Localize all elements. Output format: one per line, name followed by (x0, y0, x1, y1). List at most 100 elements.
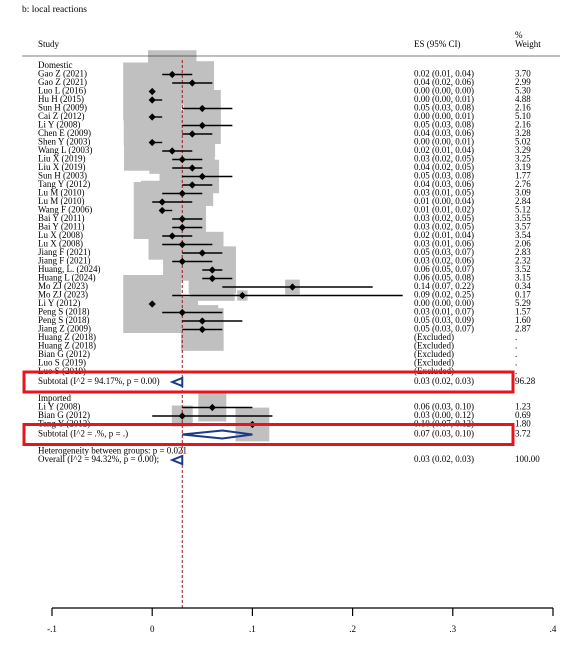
study-weight-text: 5.29 (515, 298, 531, 308)
study-weight-text: 2.99 (515, 77, 531, 87)
group-heading: Domestic (38, 60, 73, 70)
study-weight-text: 3.70 (515, 69, 531, 79)
study-weight-text: 3.52 (515, 264, 531, 274)
study-label: Cai Z (2012) (38, 111, 85, 121)
study-es-text: 0.04 (0.03, 0.06) (414, 128, 474, 138)
study-weight-text: 0.17 (515, 290, 531, 300)
point-estimate (208, 274, 216, 283)
study-es-text: 0.03 (0.02, 0.06) (414, 256, 474, 266)
study-weight-text: 5.02 (515, 137, 531, 147)
study-label: Lu M (2010) (38, 196, 85, 206)
point-estimate (158, 206, 166, 215)
study-weight-text: 3.57 (515, 222, 531, 232)
point-estimate (178, 155, 186, 164)
study-weight-text: 3.19 (515, 162, 531, 172)
overall-es-text: 0.03 (0.02, 0.03) (414, 454, 474, 464)
study-es-text: 0.06 (0.05, 0.07) (414, 264, 474, 274)
point-estimate (288, 283, 297, 291)
point-estimate (188, 164, 196, 172)
study-es-text: 0.05 (0.03, 0.08) (414, 171, 474, 181)
point-estimate (168, 147, 176, 155)
study-es-text: (Excluded) (414, 349, 454, 359)
study-label: Mo ZJ (2023) (38, 290, 88, 300)
overall-weight-text: 100.00 (515, 454, 540, 464)
study-weight-text: 0.69 (515, 410, 531, 420)
point-estimate (198, 317, 206, 325)
point-estimate (198, 325, 206, 334)
study-weight-text: 5.10 (515, 111, 531, 121)
subtotal-weight-text: 3.72 (515, 429, 531, 439)
study-label: Sun H (2003) (38, 171, 87, 181)
study-weight-text: 3.09 (515, 188, 531, 198)
study-es-text: 0.04 (0.02, 0.06) (414, 77, 474, 87)
study-weight-text: 2.32 (515, 256, 531, 266)
study-es-text: 0.06 (0.03, 0.10) (414, 402, 474, 412)
study-weight-text: . (515, 349, 517, 359)
study-es-text: 0.05 (0.03, 0.09) (414, 315, 474, 325)
study-es-text: 0.06 (0.05, 0.08) (414, 273, 474, 283)
study-weight-text: 2.84 (515, 196, 531, 206)
study-weight-text: 3.15 (515, 273, 531, 283)
point-estimate (148, 96, 156, 104)
study-label: Bian G (2012) (38, 349, 90, 359)
study-es-text: 0.00 (0.00, 0.01) (414, 94, 474, 104)
column-header-es: ES (95% CI) (414, 39, 461, 49)
study-label: Lu X (2008) (38, 239, 83, 249)
study-label: Chen E (2009) (38, 128, 91, 138)
study-es-text: 0.03 (0.02, 0.05) (414, 222, 474, 232)
subtotal-diamond (169, 376, 184, 388)
study-es-text: (Excluded) (414, 332, 454, 342)
study-weight-text: 2.83 (515, 247, 531, 257)
study-label: Huang, L. (2024) (38, 264, 101, 274)
study-label: Gao Z (2021) (38, 77, 87, 87)
point-estimate (178, 412, 186, 420)
point-estimate (148, 300, 156, 308)
study-es-text: 0.03 (0.02, 0.05) (414, 154, 474, 164)
study-es-text: 0.01 (0.00, 0.04) (414, 196, 474, 206)
study-weight-text: 3.55 (515, 213, 531, 223)
study-es-text: 0.00 (0.00, 0.01) (414, 137, 474, 147)
study-weight-text: 2.16 (515, 103, 531, 113)
study-weight-text: 1.77 (515, 171, 531, 181)
study-weight-text: 5.30 (515, 86, 531, 96)
column-header-study: Study (38, 39, 60, 49)
x-tick-label: .4 (550, 624, 557, 634)
study-label: Bai Y (2011) (38, 213, 85, 223)
point-estimate (158, 198, 166, 206)
point-estimate (208, 403, 216, 412)
study-weight-text: 4.88 (515, 94, 531, 104)
study-label: Bian G (2012) (38, 410, 90, 420)
study-label: Lu X (2008) (38, 230, 83, 240)
study-es-text: 0.05 (0.03, 0.07) (414, 324, 474, 334)
point-estimate (198, 104, 206, 113)
study-es-text: 0.14 (0.07, 0.22) (414, 281, 474, 291)
chart-title: b: local reactions (22, 5, 87, 15)
subtotal-highlight (22, 370, 515, 394)
study-es-text: 0.05 (0.03, 0.08) (414, 103, 474, 113)
study-weight-text: 1.80 (515, 419, 531, 429)
subtotal-diamond (182, 429, 253, 440)
study-weight-text: 2.87 (515, 324, 531, 334)
study-weight-text: . (515, 358, 517, 368)
subtotal-weight-text: 96.28 (515, 376, 536, 386)
study-weight-text: . (515, 341, 517, 351)
study-label: Li Y (2008) (38, 402, 80, 412)
study-es-text: 0.03 (0.02, 0.05) (414, 213, 474, 223)
study-es-text: 0.00 (0.00, 0.01) (414, 111, 474, 121)
study-es-text: 0.00 (0.00, 0.00) (414, 298, 474, 308)
study-es-text: 0.05 (0.03, 0.08) (414, 120, 474, 130)
study-es-text: (Excluded) (414, 358, 454, 368)
subtotal-label: Subtotal (I^2 = 94.17%, p = 0.00) (38, 376, 160, 386)
study-label: Jiang F (2021) (38, 247, 91, 257)
point-estimate (148, 87, 156, 96)
study-label: Mo ZJ (2023) (38, 281, 88, 291)
study-weight-text: 2.06 (515, 239, 531, 249)
study-label: Luo L (2016) (38, 86, 86, 96)
study-label: Peng S (2018) (38, 307, 90, 317)
study-weight-text: 3.54 (515, 230, 531, 240)
study-label: Lu M (2010) (38, 188, 85, 198)
point-estimate (178, 215, 186, 223)
study-weight-text: 5.12 (515, 205, 531, 215)
study-es-text: (Excluded) (414, 341, 454, 351)
